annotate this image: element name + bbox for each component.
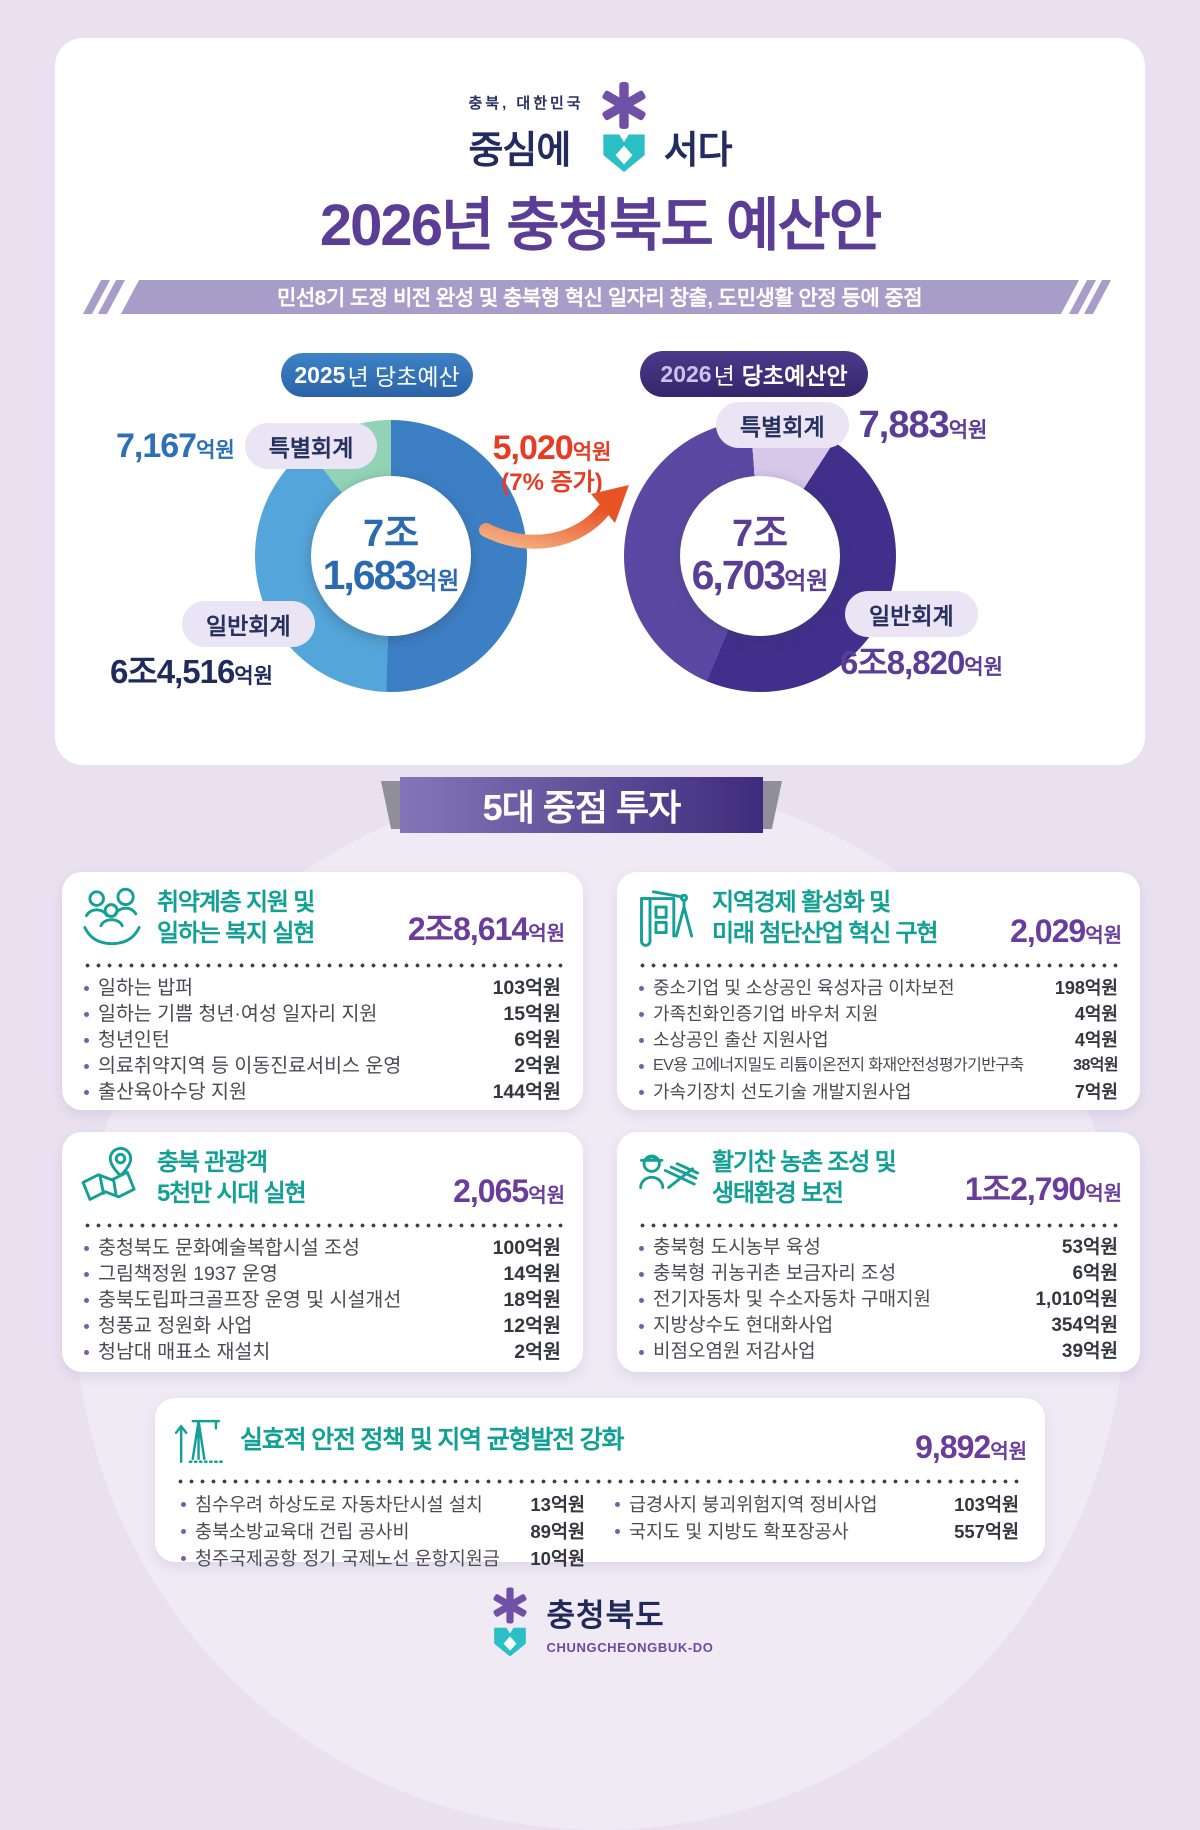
brand-slogan-left: 중심에	[468, 130, 571, 172]
dotted-divider	[637, 963, 1120, 968]
card-title: 실효적 안전 정책 및 지역 균형발전 강화	[240, 1426, 624, 1454]
dotted-divider	[637, 1223, 1120, 1228]
general-amount-2026: 6조8,820억원	[840, 644, 1003, 681]
budget-item: 충청북도 문화예술복합시설 조성 100억원	[84, 1235, 561, 1261]
budget-item: 청년인턴 6억원	[84, 1027, 561, 1053]
budget-item: 지방상수도 현대화사업 354억원	[639, 1313, 1118, 1339]
special-account-pill: 특별회계	[244, 423, 378, 469]
budget-item: 청풍교 정원화 사업 12억원	[84, 1313, 561, 1339]
dotted-divider	[175, 1479, 1025, 1484]
budget-item: 청남대 매표소 재설치 2억원	[84, 1339, 561, 1365]
card-amount: 1조2,790억원	[964, 1171, 1122, 1207]
card-amount: 9,892억원	[915, 1429, 1027, 1465]
increase-annotation: 5,020억원 (7% 증가)	[492, 429, 612, 496]
label-2026-special-account: 특별회계 7,883억원	[716, 402, 987, 448]
footer-org-name-en: CHUNGCHEONGBUK-DO	[546, 1639, 714, 1655]
budget-item: EV용 고에너지밀도 리튬이온전지 화재안전성평가기반구축 38억원	[639, 1053, 1119, 1079]
budget-item: 일하는 밥퍼 103억원	[84, 975, 561, 1001]
card-amount: 2,029억원	[1010, 913, 1122, 949]
budget-item: 급경사지 붕괴위험지역 정비사업 103억원	[615, 1491, 1019, 1518]
budget-item: 중소기업 및 소상공인 육성자금 이차보전 198억원	[639, 975, 1118, 1001]
budget-item: 출산육아수당 지원 144억원	[84, 1079, 561, 1105]
subtitle-banner-row: 민선8기 도정 비전 완성 및 충북형 혁신 일자리 창출, 도민생활 안정 등…	[82, 280, 1112, 314]
donut-chart-2026: 7조 6,703억원	[624, 420, 896, 704]
card-welfare: 취약계층 지원 및 일하는 복지 실현 2조8,614억원 일하는 밥퍼 103억원…	[62, 872, 583, 1110]
card-amount: 2조8,614억원	[407, 911, 565, 947]
farmer-field-icon	[639, 1154, 700, 1189]
section-title-ribbon: 5대 중점 투자	[400, 777, 763, 833]
budget-item: 충북소방교육대 건립 공사비 89억원	[181, 1518, 585, 1545]
general-account-pill: 일반회계	[182, 601, 315, 647]
badge-year: 2026	[660, 360, 712, 387]
special-amount-2026: 7,883억원	[858, 403, 988, 446]
family-care-icon	[83, 887, 141, 946]
card-tourism: 충북 관광객 5천만 시대 실현 2,065억원 충청북도 문화예술복합시설 조성…	[62, 1132, 583, 1372]
budget-item: 청주국제공항 정기 국제노선 운항지원금 10억원	[181, 1545, 585, 1572]
donut-2026-center-total: 7조 6,703억원	[691, 512, 829, 599]
badge-bold: 당초예산안	[741, 363, 848, 389]
budget-item: 국지도 및 지방도 확포장공사 557억원	[615, 1518, 1019, 1545]
brand-slogan-right: 서다	[663, 130, 733, 172]
safety-crane-icon	[174, 1419, 223, 1463]
subtitle-banner: 민선8기 도정 비전 완성 및 충북형 혁신 일자리 창출, 도민생활 안정 등…	[120, 280, 1080, 314]
footer-logo: 충청북도 CHUNGCHEONGBUK-DO	[0, 1586, 1200, 1658]
budget-item: 비점오염원 저감사업 39억원	[639, 1339, 1118, 1365]
footer-org-name: 충청북도	[546, 1597, 665, 1633]
badge-year: 2025	[294, 361, 346, 388]
general-amount-2025: 6조4,516억원	[110, 653, 273, 690]
budget-item: 소상공인 출산 지원사업 4억원	[639, 1027, 1118, 1053]
chungbuk-emblem-icon	[601, 82, 646, 172]
budget-item: 충북도립파크골프장 운영 및 시설개선 18억원	[84, 1287, 561, 1313]
card-safety-balance: 실효적 안전 정책 및 지역 균형발전 강화 9,892억원 침수우려 하상도로…	[155, 1398, 1045, 1569]
donut-2025-center-total: 7조 1,683억원	[322, 512, 460, 599]
budget-item: 그림책정원 1937 운영 14억원	[84, 1261, 561, 1287]
general-account-pill: 일반회계	[845, 591, 978, 637]
card-amount: 2,065억원	[453, 1173, 565, 1209]
card-title: 지역경제 활성화 및 미래 첨단산업 혁신 구현	[712, 889, 938, 947]
dotted-divider	[82, 1223, 563, 1228]
card-title: 충북 관광객 5천만 시대 실현	[157, 1149, 307, 1207]
special-amount-2025: 7,167억원	[116, 426, 235, 465]
budget-item: 가속기장치 선도기술 개발지원사업 7억원	[639, 1079, 1118, 1105]
province-brand-logo: 충북, 대한민국 중심에 서다	[0, 80, 1200, 174]
budget-item: 충북형 귀농귀촌 보금자리 조성 6억원	[639, 1261, 1118, 1287]
badge-2025-budget: 2025 년 당초예산	[281, 353, 473, 397]
blueprint-compass-icon	[640, 890, 694, 947]
budget-item: 의료취약지역 등 이동진료서비스 운영 2억원	[84, 1053, 561, 1079]
increase-arrow-icon	[479, 485, 629, 549]
budget-item: 일하는 기쁨 청년·여성 일자리 지원 15억원	[84, 1001, 561, 1027]
budget-item: 침수우려 하상도로 자동차단시설 설치 13억원	[181, 1491, 585, 1518]
label-2026-general-account: 일반회계	[845, 591, 978, 637]
card-title: 활기찬 농촌 조성 및 생태환경 보전	[712, 1149, 897, 1207]
card-rural-environment: 활기찬 농촌 조성 및 생태환경 보전 1조2,790억원 충북형 도시농부 육성…	[617, 1132, 1140, 1372]
map-pin-icon	[81, 1146, 136, 1201]
dotted-divider	[82, 963, 563, 968]
subtitle-text: 민선8기 도정 비전 완성 및 충북형 혁신 일자리 창출, 도민생활 안정 등…	[277, 287, 923, 310]
badge-2026-budget: 2026 년 당초예산안	[640, 351, 868, 397]
badge-suffix: 년 당초예산	[347, 364, 460, 390]
budget-item: 전기자동차 및 수소자동차 구매지원 1,010억원	[639, 1287, 1118, 1313]
card-title: 취약계층 지원 및 일하는 복지 실현	[157, 889, 315, 947]
badge-suffix: 년	[713, 363, 735, 389]
infographic-page: { "colors": { "title_purple": "#5b3d96",…	[0, 0, 1200, 1697]
card-economy: 지역경제 활성화 및 미래 첨단산업 혁신 구현 2,029억원 중소기업 및 소…	[617, 872, 1140, 1110]
budget-item: 충북형 도시농부 육성 53억원	[639, 1235, 1118, 1261]
page-title: 2026년 충청북도 예산안	[319, 193, 882, 258]
chungbuk-emblem-icon	[492, 1587, 527, 1657]
label-2025-special-account: 7,167억원 특별회계	[116, 423, 378, 469]
special-account-pill: 특별회계	[716, 402, 849, 448]
label-2025-general-account: 일반회계	[182, 601, 315, 647]
brand-slogan-small: 충북, 대한민국	[468, 95, 584, 112]
budget-item: 가족친화인증기업 바우처 지원 4억원	[639, 1001, 1118, 1027]
